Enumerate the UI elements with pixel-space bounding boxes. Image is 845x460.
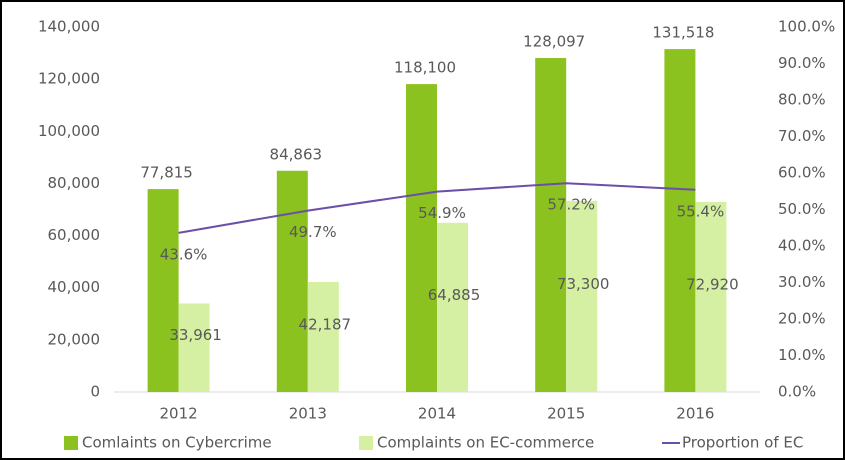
data-label: 131,518 <box>652 24 714 42</box>
y-tick-label: 120,000 <box>38 70 100 88</box>
data-label: 33,961 <box>169 326 222 344</box>
bar <box>276 170 308 392</box>
data-label: 72,920 <box>686 275 739 293</box>
x-tick-label: 2014 <box>418 405 456 423</box>
data-label: 84,863 <box>270 145 323 163</box>
y2-tick-label: 60.0% <box>778 164 826 182</box>
y2-tick-label: 90.0% <box>778 54 826 72</box>
legend-label: Proportion of EC <box>682 434 803 452</box>
data-label: 118,100 <box>394 59 456 77</box>
y-tick-label: 20,000 <box>48 330 101 348</box>
bar <box>664 49 696 393</box>
data-label: 54.9% <box>418 204 466 222</box>
legend-swatch <box>359 436 373 450</box>
x-tick-label: 2013 <box>289 405 327 423</box>
bar <box>437 222 468 392</box>
y2-tick-label: 100.0% <box>778 18 835 36</box>
data-label: 42,187 <box>299 316 352 334</box>
y-tick-label: 40,000 <box>48 278 101 296</box>
bar <box>406 84 437 392</box>
y2-tick-label: 30.0% <box>778 273 826 291</box>
data-label: 128,097 <box>523 33 585 51</box>
x-tick-label: 2015 <box>547 405 585 423</box>
legend-label: Complaints on EC-commerce <box>377 434 594 452</box>
bar <box>178 303 210 392</box>
y2-tick-label: 80.0% <box>778 91 826 109</box>
y-tick-label: 100,000 <box>38 122 100 140</box>
y2-tick-label: 0.0% <box>778 383 816 401</box>
y-tick-label: 140,000 <box>38 18 100 36</box>
y-tick-label: 0 <box>90 383 100 401</box>
y-tick-label: 80,000 <box>48 174 101 192</box>
legend-label: Comlaints on Cybercrime <box>82 434 272 452</box>
y2-tick-label: 20.0% <box>778 310 826 328</box>
y-tick-label: 60,000 <box>48 226 101 244</box>
y2-tick-label: 40.0% <box>778 237 826 255</box>
x-tick-label: 2016 <box>676 405 714 423</box>
y2-tick-label: 70.0% <box>778 127 826 145</box>
y2-tick-label: 50.0% <box>778 200 826 218</box>
data-label: 49.7% <box>289 223 337 241</box>
x-tick-label: 2012 <box>160 405 198 423</box>
data-label: 73,300 <box>557 275 610 293</box>
bar <box>147 189 179 392</box>
bar <box>566 200 598 392</box>
data-label: 43.6% <box>160 245 208 263</box>
data-label: 64,885 <box>428 286 481 304</box>
bar <box>307 282 339 392</box>
data-label: 55.4% <box>677 202 725 220</box>
bar <box>535 58 567 392</box>
line-series <box>178 182 696 234</box>
bar <box>695 201 727 392</box>
legend-swatch <box>64 436 78 450</box>
data-label: 57.2% <box>547 196 595 214</box>
y2-tick-label: 10.0% <box>778 346 826 364</box>
data-label: 77,815 <box>140 164 193 182</box>
